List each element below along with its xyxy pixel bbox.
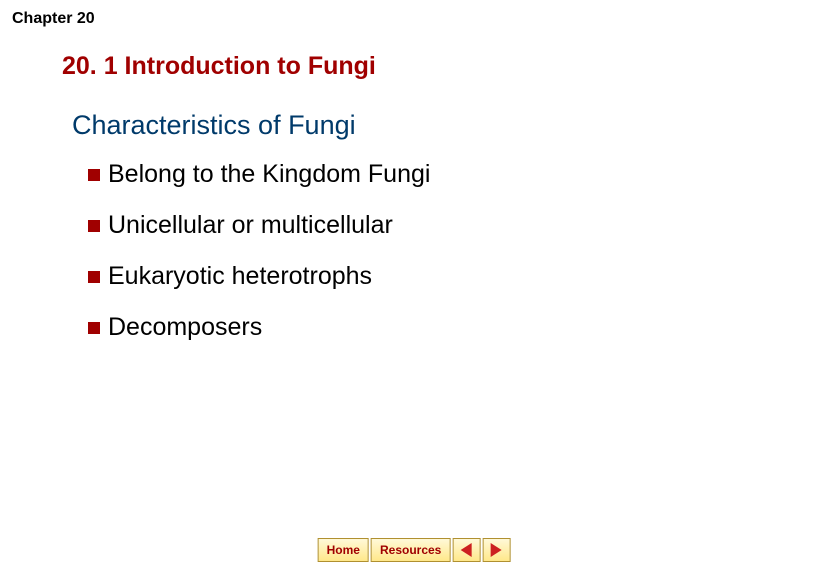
bullet-text: Belong to the Kingdom Fungi xyxy=(108,160,430,189)
bullet-text: Eukaryotic heterotrophs xyxy=(108,262,372,291)
sub-heading: Characteristics of Fungi xyxy=(72,110,356,141)
list-item: Decomposers xyxy=(88,313,430,342)
section-title: 20. 1 Introduction to Fungi xyxy=(62,52,376,81)
list-item: Belong to the Kingdom Fungi xyxy=(88,160,430,189)
chapter-label: Chapter 20 xyxy=(12,10,95,28)
home-button-label: Home xyxy=(327,543,360,557)
bullet-marker-icon xyxy=(88,169,100,181)
bullet-marker-icon xyxy=(88,322,100,334)
arrow-right-icon xyxy=(491,543,502,557)
resources-button[interactable]: Resources xyxy=(371,538,450,562)
bullet-text: Unicellular or multicellular xyxy=(108,211,393,240)
nav-bar: Home Resources xyxy=(318,538,511,562)
resources-button-label: Resources xyxy=(380,543,441,557)
list-item: Eukaryotic heterotrophs xyxy=(88,262,430,291)
bullet-marker-icon xyxy=(88,220,100,232)
arrow-left-icon xyxy=(461,543,472,557)
home-button[interactable]: Home xyxy=(318,538,369,562)
next-button[interactable] xyxy=(482,538,510,562)
bullet-list: Belong to the Kingdom Fungi Unicellular … xyxy=(88,160,430,342)
bullet-marker-icon xyxy=(88,271,100,283)
prev-button[interactable] xyxy=(452,538,480,562)
list-item: Unicellular or multicellular xyxy=(88,211,430,240)
bullet-text: Decomposers xyxy=(108,313,262,342)
